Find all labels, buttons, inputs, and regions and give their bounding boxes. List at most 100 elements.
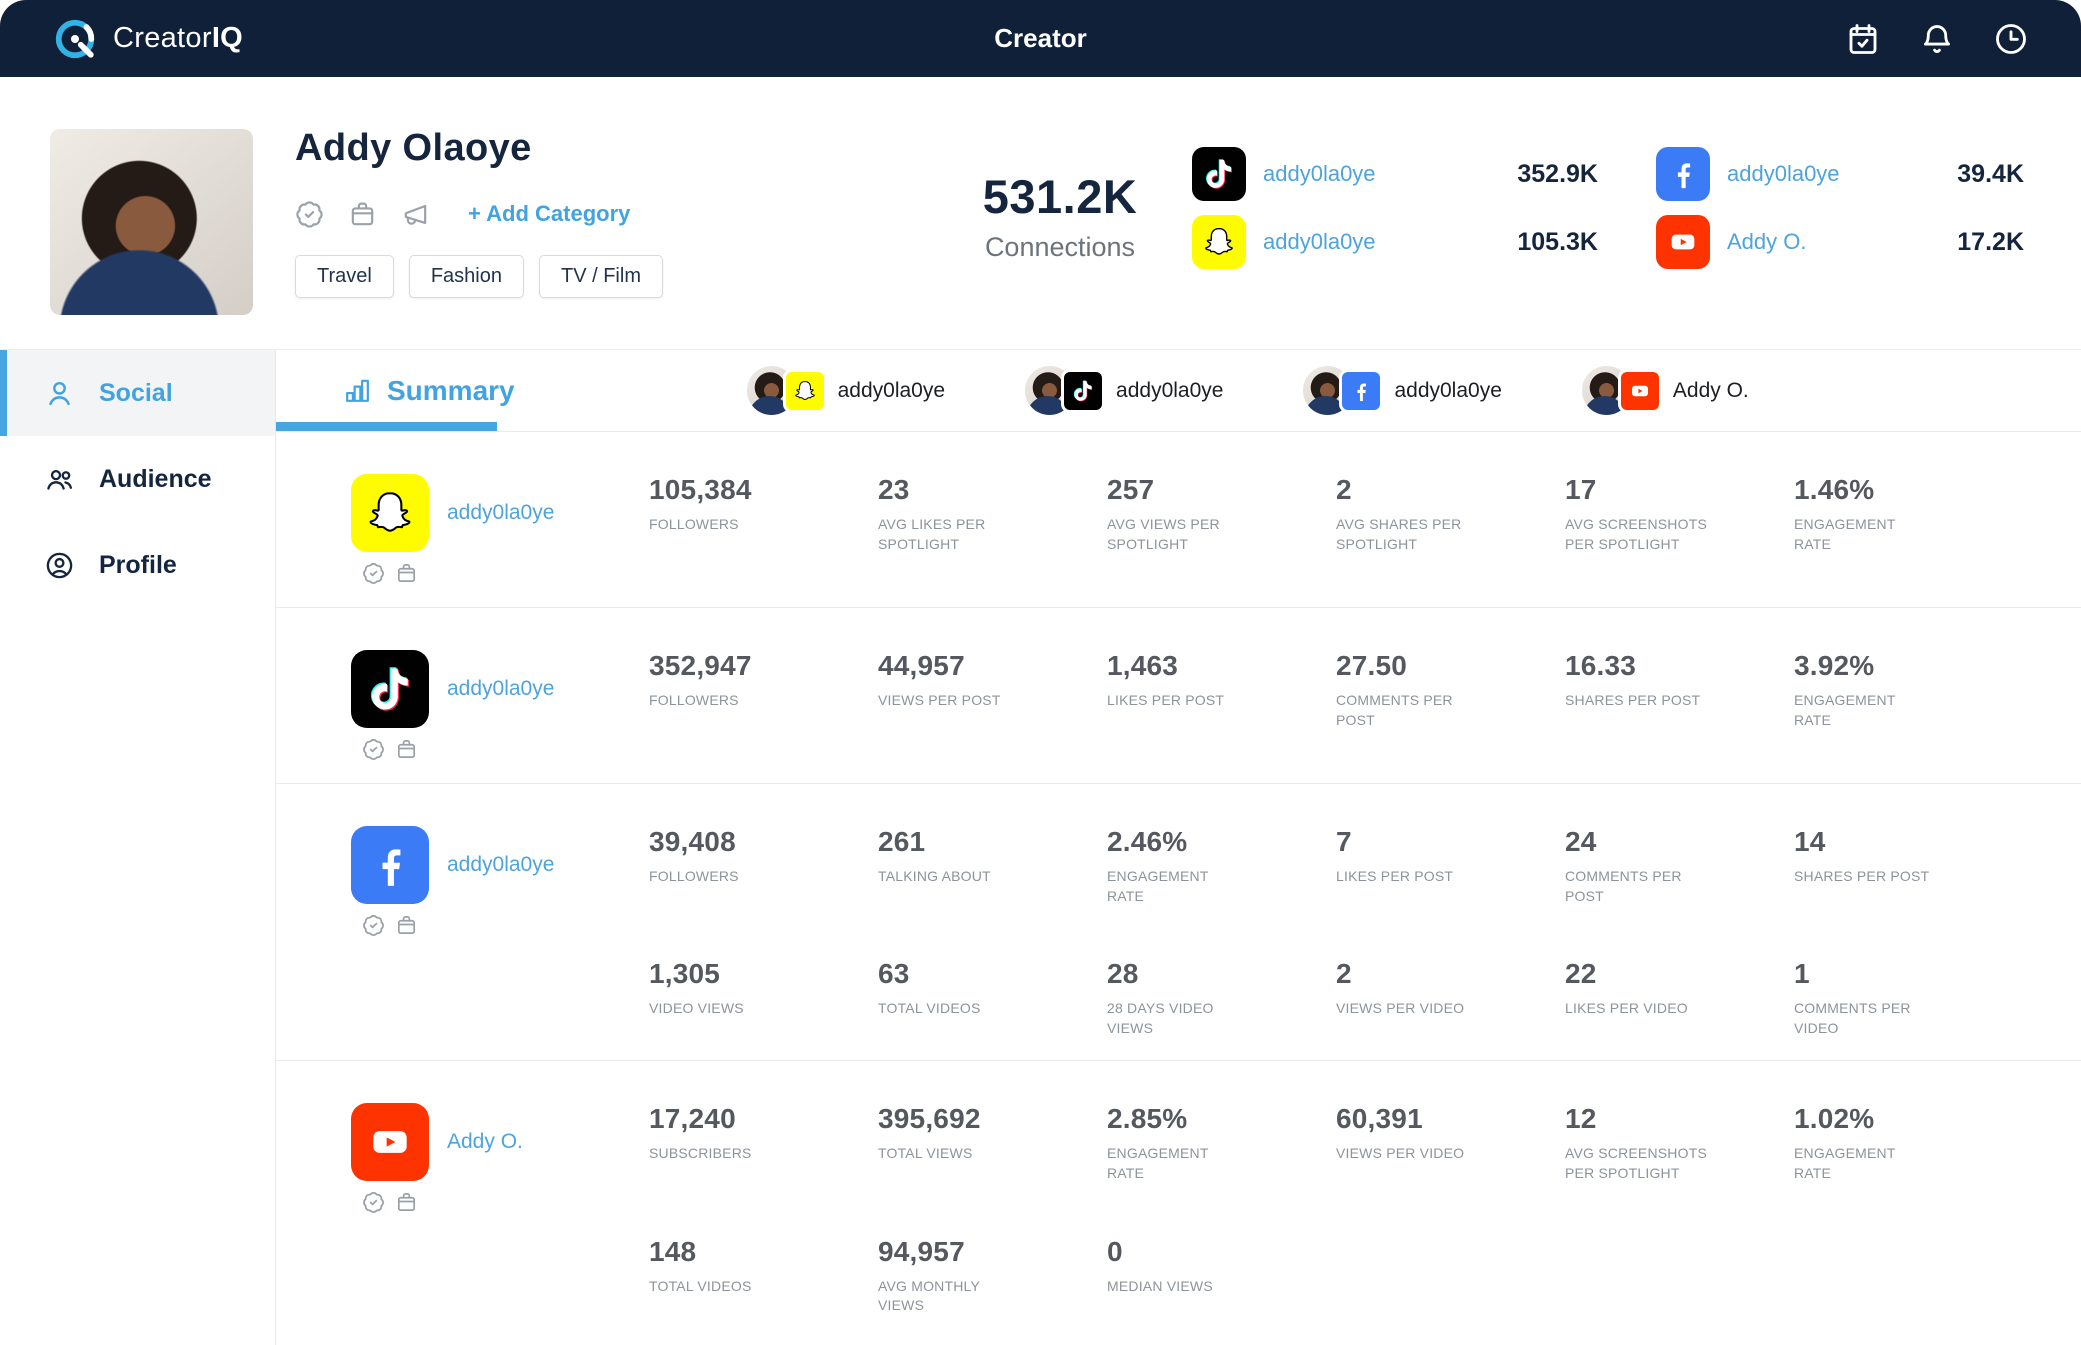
topbar-actions [1845, 21, 2029, 57]
stat-label: TALKING ABOUT [878, 868, 991, 884]
category-chip-travel[interactable]: Travel [295, 255, 394, 298]
stat-value: 0 [1107, 1235, 1123, 1267]
stat: 94,957 AVG MONTHLY VIEWS [878, 1236, 1107, 1316]
facebook-handle-link[interactable]: addy0la0ye [1727, 161, 1840, 186]
sidebar-item-audience[interactable]: Audience [0, 436, 275, 522]
youtube-stats: 17,240 SUBSCRIBERS 395,692 TOTAL VIEWS 2… [649, 1103, 2023, 1315]
facebook-stats: 39,408 FOLLOWERS 261 TALKING ABOUT 2.46%… [649, 826, 2023, 1038]
stat-label: FOLLOWERS [649, 692, 739, 708]
stat: 105,384 FOLLOWERS [649, 474, 878, 554]
stat-value: 2.85% [1107, 1103, 1188, 1135]
youtube-follower-count: 17.2K [1957, 227, 2024, 256]
connection-tiktok: addy0la0ye 352.9K [1192, 147, 1598, 201]
stat-value: 39,408 [649, 826, 736, 857]
stat-label: ENGAGEMENT RATE [1794, 692, 1896, 728]
facebook-icon [1656, 147, 1710, 201]
facebook-handle-link[interactable]: addy0la0ye [447, 853, 555, 876]
briefcase-icon [395, 738, 418, 761]
stat-label: ENGAGEMENT RATE [1107, 1145, 1209, 1181]
stat: 395,692 TOTAL VIEWS [878, 1103, 1107, 1183]
stat: 0 MEDIAN VIEWS [1107, 1236, 1336, 1316]
tiktok-handle-link[interactable]: addy0la0ye [1263, 161, 1376, 186]
creator-profile-photo [50, 129, 253, 315]
tab-account-youtube[interactable]: Addy O. [1581, 366, 1749, 415]
category-chip-fashion[interactable]: Fashion [408, 255, 524, 298]
account-badges [351, 562, 429, 585]
stat-label: FOLLOWERS [649, 868, 739, 884]
connection-facebook: addy0la0ye 39.4K [1656, 147, 2024, 201]
tab-account-tiktok[interactable]: addy0la0ye [1025, 366, 1223, 415]
tiktok-icon [1061, 368, 1106, 413]
notifications-bell-icon[interactable] [1919, 21, 1955, 57]
sidebar-item-profile[interactable]: Profile [0, 522, 275, 608]
stat-label: AVG LIKES PER SPOTLIGHT [878, 516, 986, 552]
stat: 257 AVG VIEWS PER SPOTLIGHT [1107, 474, 1336, 554]
stat-value: 395,692 [878, 1103, 981, 1135]
category-chips: Travel Fashion TV / Film [295, 255, 663, 298]
youtube-icon [351, 1103, 429, 1182]
stat: 12 AVG SCREENSHOTS PER SPOTLIGHT [1565, 1103, 1794, 1183]
verified-badge-icon [362, 914, 385, 937]
sidebar-item-social[interactable]: Social [0, 350, 275, 436]
verified-badge-icon [362, 1191, 385, 1214]
stat: 39,408 FOLLOWERS [649, 826, 878, 906]
stat-label: COMMENTS PER POST [1565, 868, 1682, 904]
stat-label: ENGAGEMENT RATE [1107, 868, 1209, 904]
stat-label: COMMENTS PER POST [1336, 692, 1453, 728]
stat-value: 2 [1336, 958, 1352, 990]
account-badges [351, 1191, 429, 1214]
youtube-handle-link[interactable]: Addy O. [447, 1130, 523, 1154]
platform-identity: addy0la0ye [351, 650, 649, 761]
stat-label: VIEWS PER POST [878, 692, 1001, 708]
tab-summary-label: Summary [387, 374, 515, 406]
category-chip-tv-film[interactable]: TV / Film [538, 255, 663, 298]
tab-account-facebook[interactable]: addy0la0ye [1303, 366, 1502, 415]
verified-badge-icon [362, 562, 385, 585]
stat-value: 7 [1336, 826, 1352, 857]
stat-label: LIKES PER POST [1336, 868, 1454, 884]
stat-value: 3.92% [1794, 650, 1875, 681]
snapchat-icon [782, 368, 827, 413]
snapchat-handle-link[interactable]: addy0la0ye [1263, 229, 1376, 254]
youtube-handle-link[interactable]: Addy O. [1727, 229, 1807, 254]
tiktok-follower-count: 352.9K [1517, 159, 1598, 188]
calendar-check-icon[interactable] [1845, 21, 1881, 57]
creatoriq-logo[interactable]: CreatorIQ [52, 16, 243, 62]
stat-value: 23 [878, 474, 910, 505]
history-clock-icon[interactable] [1993, 21, 2029, 57]
connections-total: 531.2K Connections [955, 169, 1165, 263]
snapchat-follower-count: 105.3K [1517, 227, 1598, 256]
platform-row-tiktok: addy0la0ye 352,947 FOLLOWERS 44,957 VIEW… [276, 608, 2081, 784]
stat: 2.85% ENGAGEMENT RATE [1107, 1103, 1336, 1183]
stat: 2.46% ENGAGEMENT RATE [1107, 826, 1336, 906]
platform-row-facebook: addy0la0ye 39,408 FOLLOWERS 261 TALKING … [276, 784, 2081, 1062]
tab-account-snapchat[interactable]: addy0la0ye [746, 366, 945, 415]
tiktok-handle-link[interactable]: addy0la0ye [447, 677, 555, 700]
stat-value: 22 [1565, 958, 1597, 990]
youtube-icon [1656, 215, 1710, 269]
stat-value: 261 [878, 826, 926, 857]
tab-summary[interactable]: Summary [342, 375, 515, 407]
brand-name: CreatorIQ [113, 22, 244, 54]
snapchat-handle-link[interactable]: addy0la0ye [447, 501, 555, 524]
stat: 2 VIEWS PER VIDEO [1336, 958, 1565, 1038]
platform-identity: addy0la0ye [351, 826, 649, 1038]
account-tab-label: addy0la0ye [1394, 378, 1502, 402]
creatoriq-logo-icon [52, 16, 98, 62]
platform-row-youtube: Addy O. 17,240 SUBSCRIBERS 395,692 TOTAL… [276, 1061, 2081, 1337]
page-title: Creator [994, 23, 1087, 53]
add-category-link[interactable]: + Add Category [468, 201, 631, 226]
platform-row-snapchat: addy0la0ye 105,384 FOLLOWERS 23 AVG LIKE… [276, 432, 2081, 608]
stat: 148 TOTAL VIDEOS [649, 1236, 878, 1316]
stat-label: VIEWS PER VIDEO [1336, 1000, 1465, 1017]
facebook-icon [1339, 368, 1384, 413]
connection-snapchat: addy0la0ye 105.3K [1192, 215, 1598, 269]
stat-label: AVG VIEWS PER SPOTLIGHT [1107, 516, 1220, 552]
sidebar-item-label: Audience [99, 464, 212, 493]
stat: 17 AVG SCREENSHOTS PER SPOTLIGHT [1565, 474, 1794, 554]
stat: 63 TOTAL VIDEOS [878, 958, 1107, 1038]
stat: 28 28 DAYS VIDEO VIEWS [1107, 958, 1336, 1038]
stat: 7 LIKES PER POST [1336, 826, 1565, 906]
stat-value: 44,957 [878, 650, 965, 681]
